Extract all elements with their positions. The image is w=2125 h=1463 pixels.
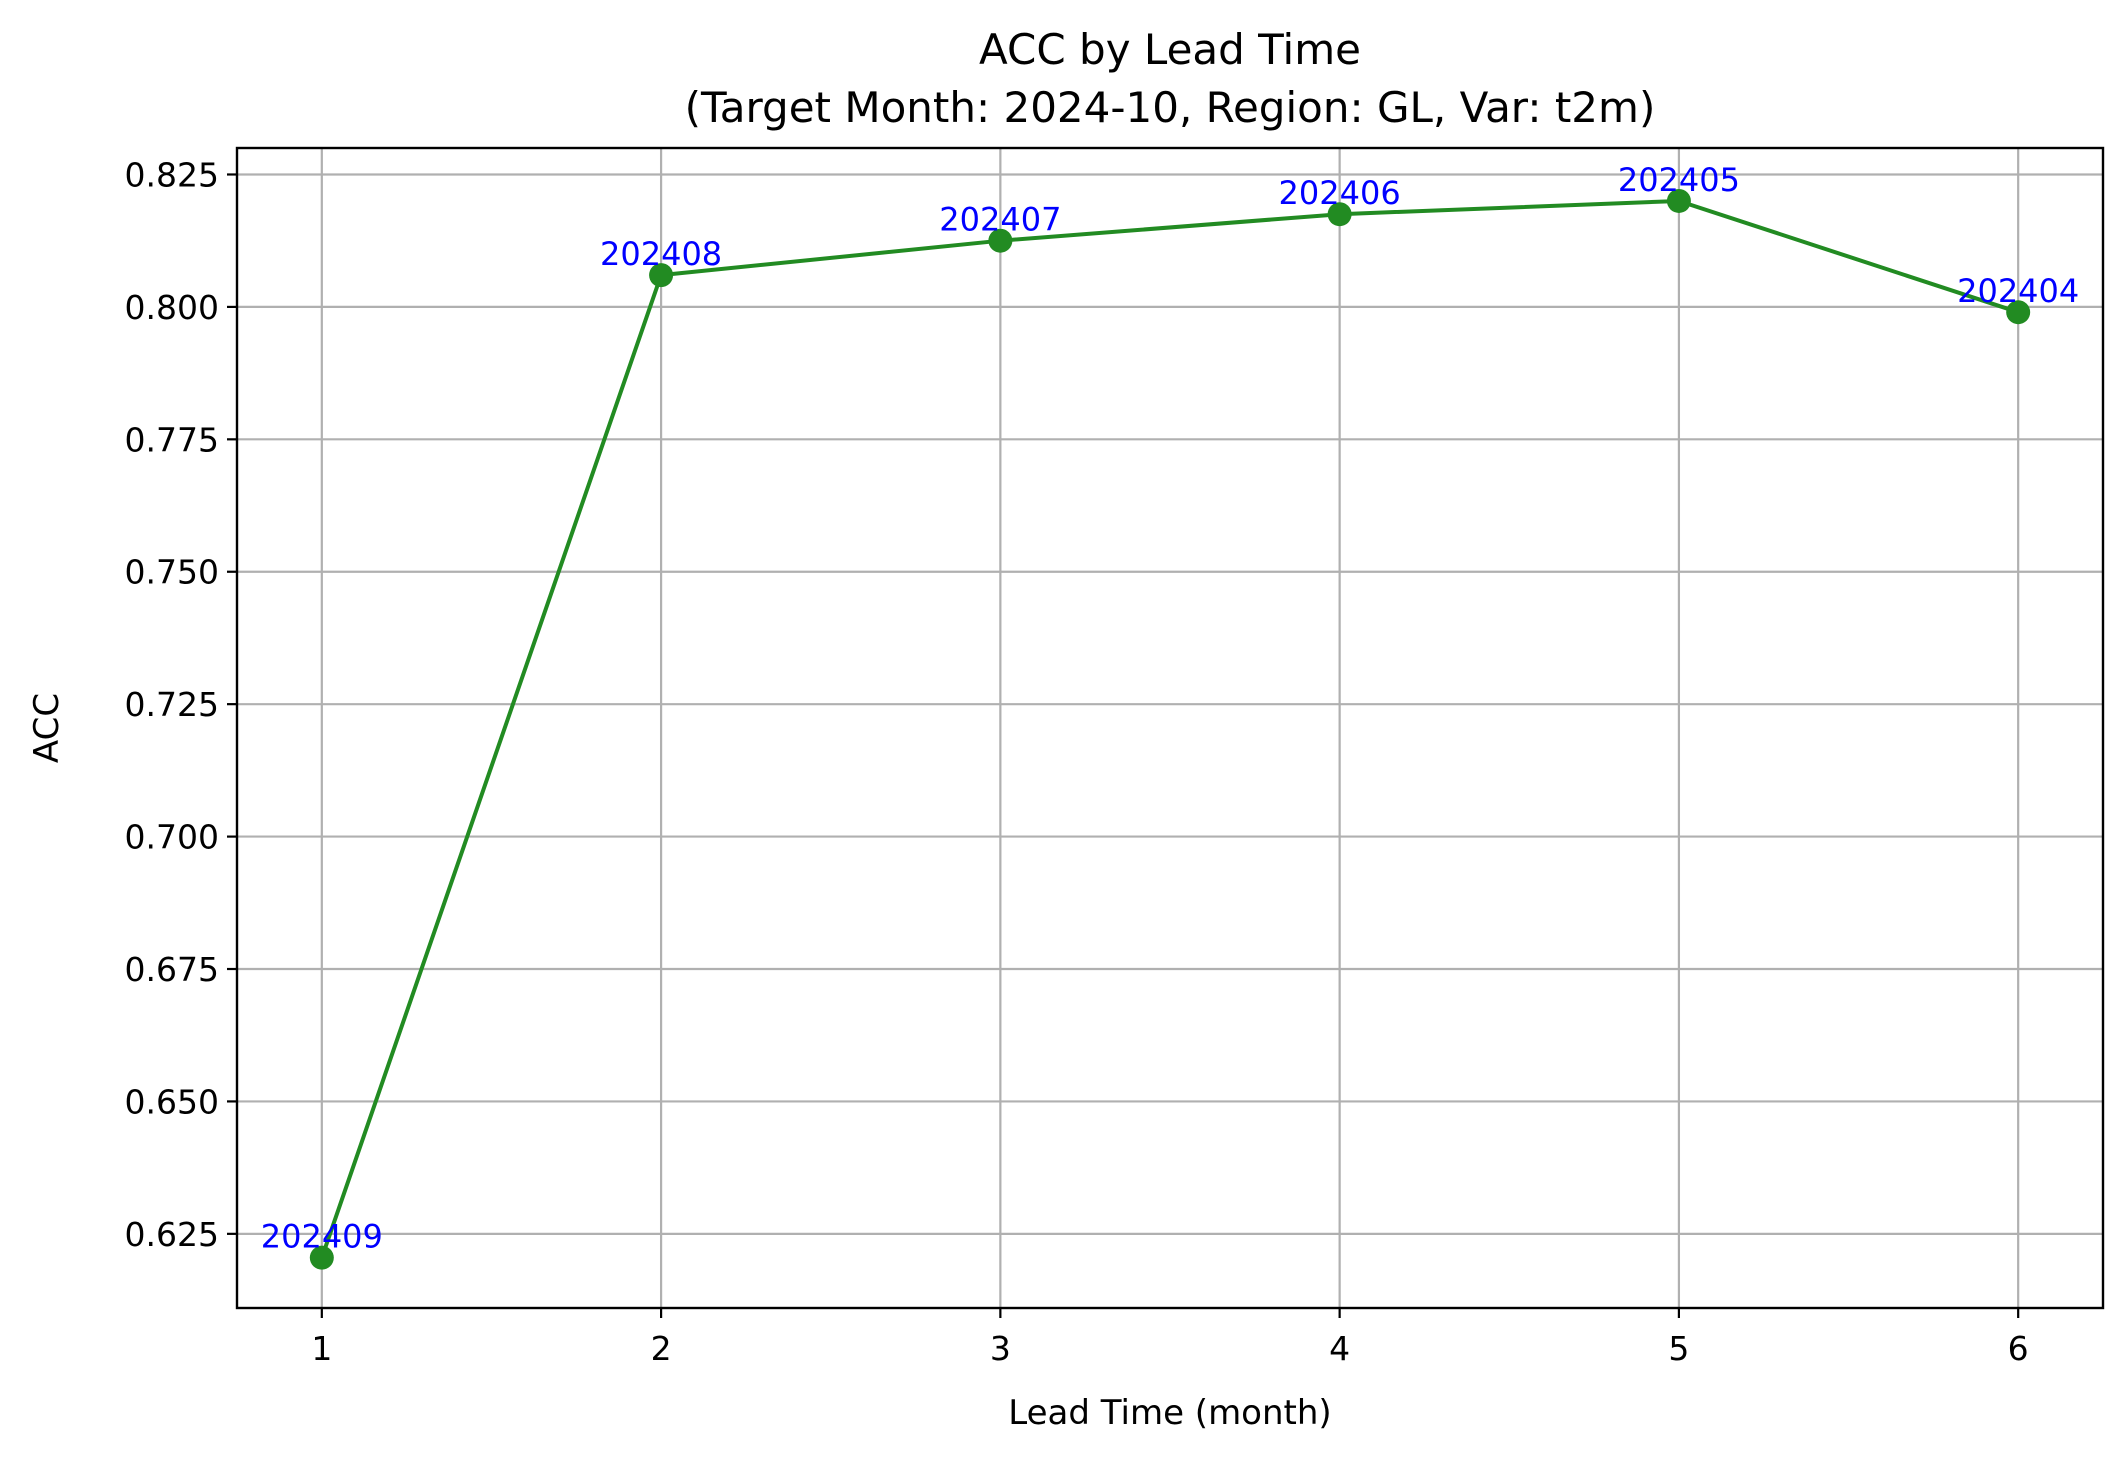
y-tick-label: 0.800 (125, 288, 219, 327)
grid (237, 148, 2103, 1308)
series-layer (309, 188, 2031, 1270)
chart-subtitle: (Target Month: 2024-10, Region: GL, Var:… (685, 83, 1656, 132)
x-axis-label: Lead Time (month) (1008, 1393, 1331, 1433)
chart-title: ACC by Lead Time (979, 25, 1361, 74)
y-tick-label: 0.700 (125, 818, 219, 857)
data-point (988, 228, 1013, 253)
y-tick-label: 0.825 (125, 155, 219, 194)
data-point (1666, 188, 1691, 213)
x-tick-label: 2 (651, 1329, 672, 1368)
point-label: 202406 (1279, 174, 1401, 212)
plot-frame (235, 146, 2105, 1310)
series-line (319, 198, 2019, 1259)
data-point (309, 1245, 334, 1270)
point-label-layer: 202409 202408 202407 202406 202405 202404 (261, 161, 2080, 1256)
axis-ticks: 1 2 3 4 5 6 0.625 0.650 0.675 0.700 0.725 0.750 0.77… (125, 155, 2029, 1368)
y-tick-label: 0.625 (125, 1215, 219, 1254)
y-tick-label: 0.775 (125, 420, 219, 459)
data-point (2006, 300, 2031, 325)
point-label: 202404 (1957, 272, 2079, 310)
point-label: 202408 (600, 235, 722, 273)
point-label: 202409 (261, 1218, 383, 1256)
y-tick-label: 0.675 (125, 950, 219, 989)
x-tick-label: 1 (311, 1329, 332, 1368)
x-tick-label: 4 (1329, 1329, 1350, 1368)
x-tick-label: 5 (1668, 1329, 1689, 1368)
x-tick-label: 3 (990, 1329, 1011, 1368)
point-label: 202405 (1618, 161, 1740, 199)
data-point (1327, 202, 1352, 227)
y-tick-label: 0.750 (125, 553, 219, 592)
point-label: 202407 (939, 201, 1061, 239)
x-tick-label: 6 (2008, 1329, 2029, 1368)
y-axis-label: ACC (27, 693, 67, 763)
y-tick-label: 0.650 (125, 1082, 219, 1121)
data-point (649, 263, 674, 288)
y-tick-label: 0.725 (125, 685, 219, 724)
